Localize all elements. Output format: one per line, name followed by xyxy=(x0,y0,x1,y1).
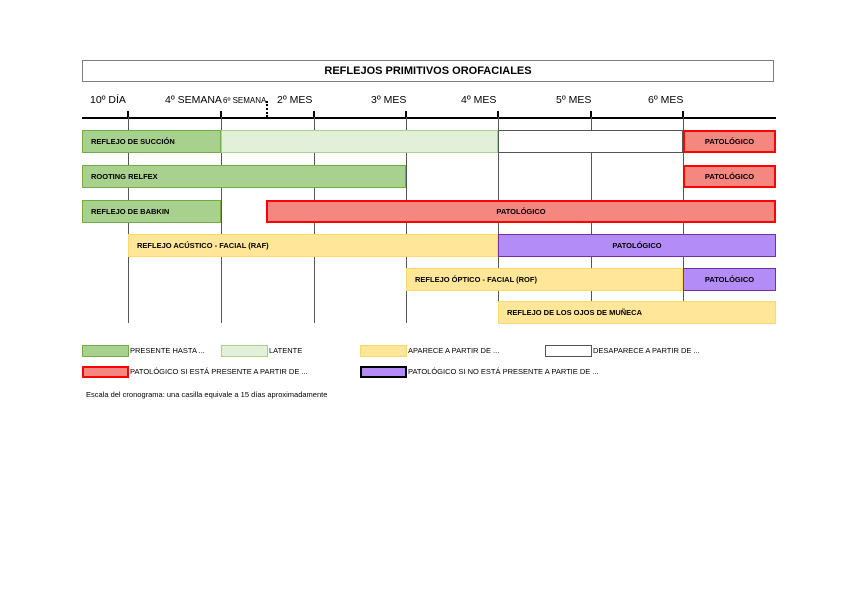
legend-label: APARECE A PARTIR DE ... xyxy=(408,346,500,355)
reflejo-ojos-de-muneca-segment: REFLEJO DE LOS OJOS DE MUÑECA xyxy=(498,301,776,324)
chart-title: REFLEJOS PRIMITIVOS OROFACIALES xyxy=(82,60,774,82)
reflejo-de-succion-segment xyxy=(221,130,498,153)
legend-swatch xyxy=(545,345,592,357)
legend-swatch xyxy=(221,345,268,357)
legend-label: PATOLÓGICO SI NO ESTÁ PRESENTE A PARTIE … xyxy=(408,367,599,376)
axis-tick xyxy=(405,111,407,119)
reflejo-acustico-facial-segment: PATOLÓGICO xyxy=(498,234,776,257)
grid-line xyxy=(221,117,222,323)
tick-label: 2º MES xyxy=(277,94,313,106)
rooting-reflex-segment: ROOTING RELFEX xyxy=(82,165,406,188)
axis-tick xyxy=(313,111,315,119)
rooting-reflex-segment: PATOLÓGICO xyxy=(683,165,776,188)
legend-label: DESAPARECE A PARTIR DE ... xyxy=(593,346,700,355)
legend-label: LATENTE xyxy=(269,346,303,355)
tick-label: 6º MES xyxy=(648,94,684,106)
legend-swatch xyxy=(360,345,407,357)
legend-swatch xyxy=(360,366,407,378)
scale-note: Escala del cronograma: una casilla equiv… xyxy=(86,390,328,399)
axis-tick xyxy=(127,111,129,119)
tick-label: 4º MES xyxy=(461,94,497,106)
legend-swatch xyxy=(82,366,129,378)
tick-label: 3º MES xyxy=(371,94,407,106)
axis-line xyxy=(82,117,776,119)
reflejo-de-babkin-segment: PATOLÓGICO xyxy=(266,200,776,223)
axis-tick xyxy=(220,111,222,119)
reflejo-optico-facial-segment: PATOLÓGICO xyxy=(683,268,776,291)
week-marker xyxy=(266,101,268,117)
tick-label: 5º MES xyxy=(556,94,592,106)
tick-label: 6º SEMANA xyxy=(223,96,267,105)
reflejo-optico-facial-segment: REFLEJO ÓPTICO - FACIAL (ROF) xyxy=(406,268,683,291)
tick-label: 10º DÍA xyxy=(90,94,126,106)
axis-tick xyxy=(497,111,499,119)
reflejo-de-succion-segment xyxy=(498,130,683,153)
legend-label: PATOLÓGICO SI ESTÁ PRESENTE A PARTIR DE … xyxy=(130,367,308,376)
reflejo-de-babkin-segment: REFLEJO DE BABKIN xyxy=(82,200,221,223)
axis-tick xyxy=(590,111,592,119)
legend-label: PRESENTE HASTA ... xyxy=(130,346,205,355)
legend-swatch xyxy=(82,345,129,357)
axis-tick xyxy=(682,111,684,119)
reflejo-acustico-facial-segment: REFLEJO ACÚSTICO - FACIAL (RAF) xyxy=(128,234,498,257)
reflejo-de-succion-segment: REFLEJO DE SUCCIÓN xyxy=(82,130,221,153)
tick-label: 4º SEMANA xyxy=(165,94,222,106)
reflejo-de-succion-segment: PATOLÓGICO xyxy=(683,130,776,153)
